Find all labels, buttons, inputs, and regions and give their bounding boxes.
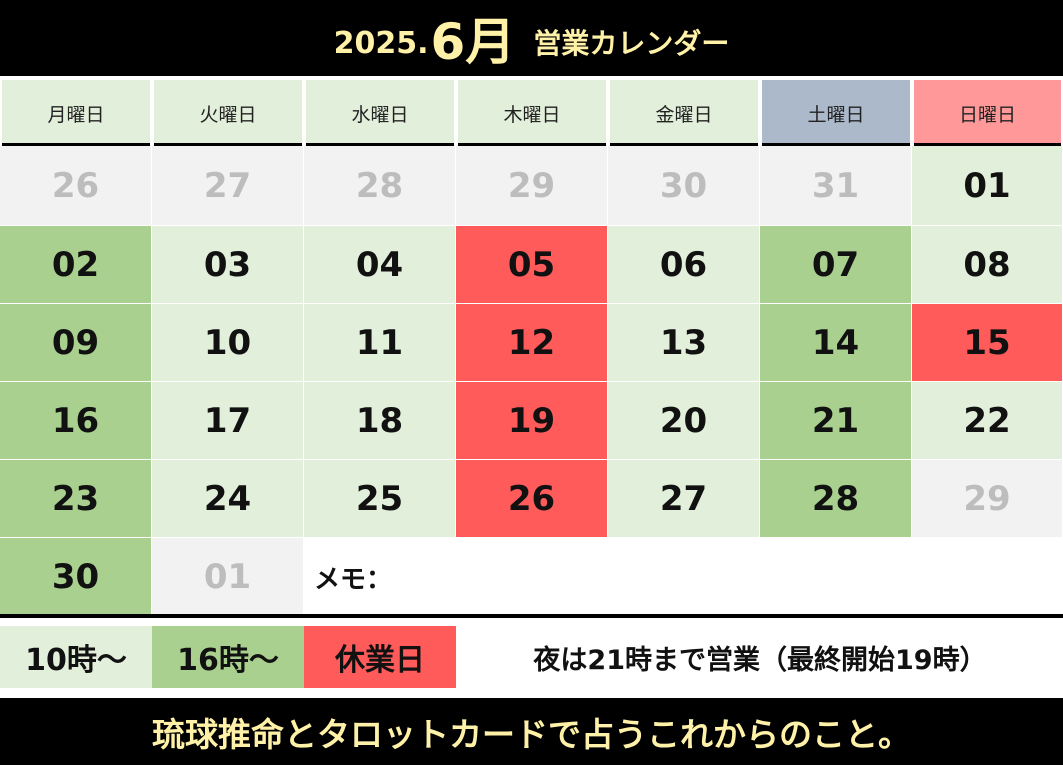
weekday-header-row: 月曜日 火曜日 水曜日 木曜日 金曜日 土曜日 日曜日	[0, 76, 1063, 146]
day-cell: 09	[0, 304, 152, 382]
legend-from16: 16時～	[152, 626, 304, 688]
grid-bottom-divider	[0, 614, 1063, 617]
day-cell: 26	[456, 460, 608, 538]
calendar-grid: 月曜日 火曜日 水曜日 木曜日 金曜日 土曜日 日曜日 26 27 28 29 30 31 01 02 03…	[0, 76, 1063, 617]
legend-from10: 10時～	[0, 626, 152, 688]
day-cell: 04	[304, 226, 456, 304]
weekday-underline	[914, 143, 1061, 146]
weekday-header-2: 火曜日	[154, 80, 302, 146]
day-cell: 29	[912, 460, 1063, 538]
day-cell: 30	[0, 538, 152, 616]
day-cell: 05	[456, 226, 608, 304]
weekday-label: 水曜日	[351, 103, 409, 126]
legend-closed: 休業日	[304, 626, 456, 688]
day-cell: 23	[0, 460, 152, 538]
day-cell: 28	[760, 460, 912, 538]
footer-tagline: 琉球推命とタロットカードで占うこれからのこと。	[152, 714, 911, 754]
day-cell: 24	[152, 460, 304, 538]
day-cell: 14	[760, 304, 912, 382]
day-cell: 11	[304, 304, 456, 382]
day-cell: 22	[912, 382, 1063, 460]
legend: 10時～ 16時～ 休業日 夜は21時まで営業（最終開始19時）	[0, 618, 1063, 698]
day-cell: 25	[304, 460, 456, 538]
weekday-underline	[762, 143, 910, 146]
memo-label: メモ：	[304, 538, 1063, 616]
day-cell: 10	[152, 304, 304, 382]
day-cell: 13	[608, 304, 760, 382]
day-cell: 18	[304, 382, 456, 460]
weekday-label: 月曜日	[47, 103, 105, 126]
legend-hours-note: 夜は21時まで営業（最終開始19時）	[533, 644, 987, 676]
weekday-label: 日曜日	[958, 103, 1016, 126]
day-cell: 28	[304, 146, 456, 226]
day-cell: 29	[456, 146, 608, 226]
day-cell: 12	[456, 304, 608, 382]
weekday-header-7: 日曜日	[914, 80, 1061, 146]
day-cell: 19	[456, 382, 608, 460]
weekday-underline	[154, 143, 302, 146]
day-cell: 31	[760, 146, 912, 226]
day-cell: 01	[912, 146, 1063, 226]
day-cell: 30	[608, 146, 760, 226]
weekday-label: 火曜日	[199, 103, 257, 126]
weekday-header-5: 金曜日	[610, 80, 758, 146]
day-cell: 02	[0, 226, 152, 304]
day-cell: 26	[0, 146, 152, 226]
title-month: 6月	[430, 13, 516, 71]
day-cell: 01	[152, 538, 304, 616]
day-cell: 27	[152, 146, 304, 226]
weekday-header-1: 月曜日	[2, 80, 150, 146]
day-cell: 07	[760, 226, 912, 304]
weekday-header-3: 水曜日	[306, 80, 454, 146]
weekday-header-6: 土曜日	[762, 80, 910, 146]
weekday-header-4: 木曜日	[458, 80, 606, 146]
day-cell: 17	[152, 382, 304, 460]
day-cell: 15	[912, 304, 1063, 382]
weekday-label: 土曜日	[807, 103, 865, 126]
weekday-label: 木曜日	[503, 103, 561, 126]
day-cell: 03	[152, 226, 304, 304]
day-cell: 21	[760, 382, 912, 460]
day-cell: 20	[608, 382, 760, 460]
weekday-underline	[2, 143, 150, 146]
title-label: 営業カレンダー	[533, 27, 730, 60]
day-cell: 27	[608, 460, 760, 538]
title-year: 2025.	[333, 25, 429, 61]
calendar-title: 2025. 6月 営業カレンダー	[0, 0, 1063, 76]
weekday-underline	[610, 143, 758, 146]
day-cell: 06	[608, 226, 760, 304]
day-cell: 16	[0, 382, 152, 460]
weekday-underline	[306, 143, 454, 146]
weekday-label: 金曜日	[655, 103, 713, 126]
weekday-underline	[458, 143, 606, 146]
day-cell: 08	[912, 226, 1063, 304]
